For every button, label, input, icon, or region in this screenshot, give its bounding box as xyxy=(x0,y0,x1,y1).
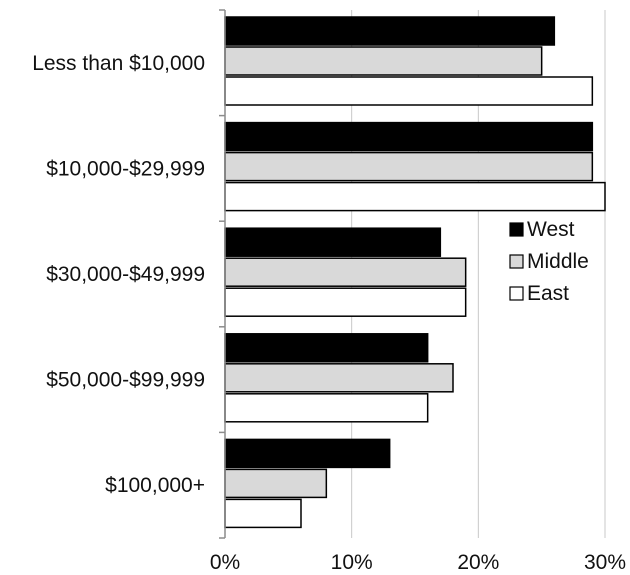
bar-middle-4 xyxy=(224,468,328,499)
bar-east-2 xyxy=(224,287,467,317)
bar-west-2 xyxy=(224,227,442,257)
category-label: $10,000-$29,999 xyxy=(46,157,205,180)
bar-west-1 xyxy=(224,121,594,152)
legend-label-west: West xyxy=(527,218,575,241)
category-label: $30,000-$49,999 xyxy=(46,263,205,286)
bar-middle-2 xyxy=(224,257,467,287)
x-tick-label: 10% xyxy=(331,551,373,574)
bar-east-1 xyxy=(224,181,606,212)
legend-label-middle: Middle xyxy=(527,250,589,273)
category-label: Less than $10,000 xyxy=(32,52,205,75)
legend-swatch-east xyxy=(509,286,524,301)
legend-swatch-west xyxy=(509,222,524,237)
bar-middle-3 xyxy=(224,363,454,393)
bars xyxy=(224,16,606,529)
legend-swatch-middle xyxy=(509,254,524,269)
bar-west-0 xyxy=(224,16,556,46)
axes: Less than $10,000 $10,000-$29,999 $30,000-… xyxy=(32,9,626,574)
bar-east-0 xyxy=(224,76,594,106)
x-tick-label: 0% xyxy=(210,551,240,574)
category-label: $100,000+ xyxy=(105,474,205,497)
bar-east-4 xyxy=(224,498,302,529)
bar-middle-1 xyxy=(224,151,594,182)
legend: West Middle East xyxy=(509,218,589,305)
bar-west-4 xyxy=(224,438,391,469)
category-label: $50,000-$99,999 xyxy=(46,369,205,392)
x-tick-label: 20% xyxy=(457,551,499,574)
bar-middle-0 xyxy=(224,46,543,76)
legend-label-east: East xyxy=(527,282,569,305)
x-tick-label: 30% xyxy=(584,551,626,574)
bar-east-3 xyxy=(224,393,429,423)
bar-west-3 xyxy=(224,333,429,363)
